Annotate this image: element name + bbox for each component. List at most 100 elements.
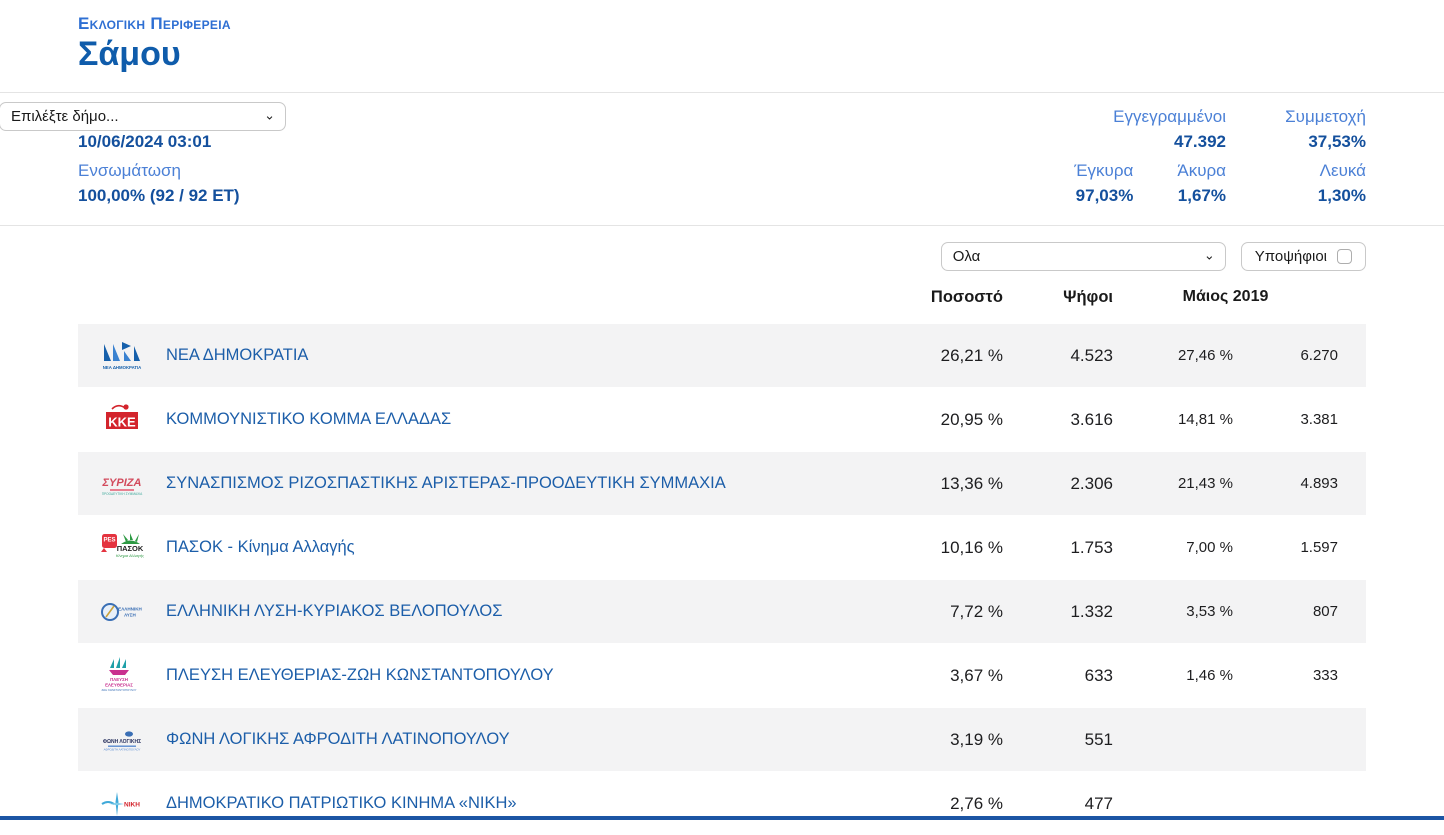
valid-value: 97,03% [1075, 186, 1134, 205]
invalid-label: Άκυρα [1177, 161, 1226, 180]
table-row-nea-dimokratia[interactable]: ΝΕΑ ΔΗΜΟΚΡΑΤΙΑ ΝΕΑ ΔΗΜΟΚΡΑΤΙΑ 26,21 % 4.… [78, 324, 1366, 387]
results-table: Ποσοστό Ψήφοι Μάιος 2019 ΝΕΑ ΔΗΜΟΚΡΑΤΙΑ … [78, 271, 1366, 835]
plefsi-eleftherias-logo-icon: ΠΛΕΥΣΗ ΕΛΕΥΘΕΡΙΑΣ ΖΩΗ ΚΩΝΣΤΑΝΤΟΠΟΥΛΟΥ [78, 654, 166, 698]
party-prev-percent: 1,46 % [1186, 667, 1233, 684]
results-filter-select[interactable]: Ολα [940, 242, 1226, 271]
party-name[interactable]: ΔΗΜΟΚΡΑΤΙΚΟ ΠΑΤΡΙΩΤΙΚΟ ΚΙΝΗΜΑ «ΝΙΚΗ» [166, 794, 517, 812]
participation-value: 37,53% [1308, 132, 1366, 151]
results-controls: Ολα ⌄ Υποψήφιοι [78, 242, 1366, 271]
svg-text:ΕΛΕΥΘΕΡΙΑΣ: ΕΛΕΥΘΕΡΙΑΣ [105, 682, 133, 687]
party-votes: 4.523 [1070, 345, 1113, 365]
party-prev-votes: 4.893 [1300, 475, 1338, 492]
svg-text:ΦΩΝΗ ΛΟΓΙΚΗΣ: ΦΩΝΗ ΛΟΓΙΚΗΣ [103, 739, 141, 745]
party-prev-percent: 21,43 % [1177, 475, 1233, 492]
svg-text:ΠΡΟΟΔΕΥΤΙΚΗ ΣΥΜΜΑΧΙΑ: ΠΡΟΟΔΕΥΤΙΚΗ ΣΥΜΜΑΧΙΑ [102, 492, 143, 496]
svg-text:ΣΥΡΙΖΑ: ΣΥΡΙΖΑ [102, 477, 142, 489]
party-percent: 3,19 % [950, 729, 1003, 749]
svg-text:ΑΦΡΟΔΙΤΗ ΛΑΤΙΝΟΠΟΥΛΟΥ: ΑΦΡΟΔΙΤΗ ΛΑΤΙΝΟΠΟΥΛΟΥ [104, 747, 141, 751]
candidates-checkbox[interactable] [1337, 249, 1352, 264]
table-row-syriza[interactable]: ΣΥΡΙΖΑ ΠΡΟΟΔΕΥΤΙΚΗ ΣΥΜΜΑΧΙΑ ΣΥΝΑΣΠΙΣΜΟΣ … [78, 452, 1366, 515]
svg-text:ΖΩΗ ΚΩΝΣΤΑΝΤΟΠΟΥΛΟΥ: ΖΩΗ ΚΩΝΣΤΑΝΤΟΠΟΥΛΟΥ [101, 688, 136, 692]
invalid-value: 1,67% [1177, 186, 1226, 205]
column-votes: Ψήφοι [1063, 287, 1113, 306]
integration-label: Ενσωμάτωση [78, 161, 181, 180]
party-votes: 633 [1084, 665, 1113, 685]
party-prev-votes: 6.270 [1300, 347, 1338, 364]
party-percent: 20,95 % [940, 409, 1003, 429]
svg-text:ΝΕΑ ΔΗΜΟΚΡΑΤΙΑ: ΝΕΑ ΔΗΜΟΚΡΑΤΙΑ [103, 365, 142, 370]
stats-right: Εγγεγραμμένοι 47.392 Συμμετοχή 37,53% Έγ… [1074, 107, 1366, 207]
municipality-select[interactable]: Επιλέξτε δήμο... [0, 102, 286, 131]
bottom-section-edge [0, 816, 1444, 820]
party-prev-votes: 333 [1312, 667, 1338, 684]
party-votes: 477 [1084, 793, 1113, 813]
integration-value: 100,00% (92 / 92 ΕΤ) [78, 186, 240, 205]
municipality-select-wrap: Επιλέξτε δήμο... ⌄ [0, 102, 286, 131]
party-prev-percent: 7,00 % [1186, 539, 1233, 556]
party-votes: 3.616 [1070, 409, 1113, 429]
party-name[interactable]: ΣΥΝΑΣΠΙΣΜΟΣ ΡΙΖΟΣΠΑΣΤΙΚΗΣ ΑΡΙΣΤΕΡΑΣ-ΠΡΟΟ… [166, 474, 726, 492]
column-percent: Ποσοστό [930, 287, 1003, 306]
candidates-toggle-label: Υποψήφιοι [1254, 248, 1327, 265]
party-prev-percent: 3,53 % [1186, 603, 1233, 620]
party-percent: 26,21 % [940, 345, 1003, 365]
party-percent: 3,67 % [950, 665, 1003, 685]
party-name[interactable]: ΕΛΛΗΝΙΚΗ ΛΥΣΗ-ΚΥΡΙΑΚΟΣ ΒΕΛΟΠΟΥΛΟΣ [166, 602, 503, 620]
registered-value: 47.392 [1174, 132, 1226, 151]
party-votes: 2.306 [1070, 473, 1113, 493]
svg-text:Κίνημα Αλλαγής: Κίνημα Αλλαγής [116, 553, 144, 558]
svg-text:ΛΥΣΗ: ΛΥΣΗ [124, 612, 136, 617]
svg-text:ΠΛΕΥΣΗ: ΠΛΕΥΣΗ [110, 677, 128, 682]
niki-logo-icon: ΝΙΚΗ [78, 784, 166, 824]
party-percent: 7,72 % [950, 601, 1003, 621]
page-title: Σάμου [78, 35, 181, 73]
column-previous: Μάιος 2019 [1182, 288, 1269, 305]
results-table-header: Ποσοστό Ψήφοι Μάιος 2019 [78, 271, 1366, 323]
blank-value: 1,30% [1317, 186, 1366, 205]
pasok-logo-icon: PES ΠΑΣΟΚ Κίνημα Αλλαγής [78, 526, 166, 570]
table-row-plefsi-eleftherias[interactable]: ΠΛΕΥΣΗ ΕΛΕΥΘΕΡΙΑΣ ΖΩΗ ΚΩΝΣΤΑΝΤΟΠΟΥΛΟΥ ΠΛ… [78, 644, 1366, 707]
table-row-niki[interactable]: ΝΙΚΗ ΔΗΜΟΚΡΑΤΙΚΟ ΠΑΤΡΙΩΤΙΚΟ ΚΙΝΗΜΑ «ΝΙΚΗ… [78, 772, 1366, 835]
valid-label: Έγκυρα [1074, 161, 1134, 180]
party-percent: 10,16 % [940, 537, 1003, 557]
registered-label: Εγγεγραμμένοι [1113, 107, 1226, 126]
party-name[interactable]: ΦΩΝΗ ΛΟΓΙΚΗΣ ΑΦΡΟΔΙΤΗ ΛΑΤΙΝΟΠΟΥΛΟΥ [166, 730, 510, 748]
nd-logo-icon: ΝΕΑ ΔΗΜΟΚΡΑΤΙΑ [78, 336, 166, 376]
region-type-label: Εκλογική Περιφέρεια [78, 14, 231, 33]
party-name[interactable]: ΠΛΕΥΣΗ ΕΛΕΥΘΕΡΙΑΣ-ΖΩΗ ΚΩΝΣΤΑΝΤΟΠΟΥΛΟΥ [166, 666, 554, 684]
party-prev-percent: 27,46 % [1177, 347, 1233, 364]
syriza-logo-icon: ΣΥΡΙΖΑ ΠΡΟΟΔΕΥΤΙΚΗ ΣΥΜΜΑΧΙΑ [78, 464, 166, 504]
candidates-toggle-button[interactable]: Υποψήφιοι [1240, 242, 1366, 271]
party-percent: 2,76 % [950, 793, 1003, 813]
party-prev-percent: 14,81 % [1177, 411, 1233, 428]
table-row-elliniki-lysi[interactable]: ΕΛΛΗΝΙΚΗ ΛΥΣΗ ΕΛΛΗΝΙΚΗ ΛΥΣΗ-ΚΥΡΙΑΚΟΣ ΒΕΛ… [78, 580, 1366, 643]
party-votes: 551 [1084, 729, 1113, 749]
party-votes: 1.753 [1070, 537, 1113, 557]
page-header: Εκλογική Περιφέρεια Σάμου Επιλέξτε δήμο.… [0, 0, 1444, 131]
svg-text:ΚΚΕ: ΚΚΕ [108, 414, 136, 429]
participation-label: Συμμετοχή [1285, 107, 1366, 126]
party-percent: 13,36 % [940, 473, 1003, 493]
blank-label: Λευκά [1319, 161, 1366, 180]
kke-logo-icon: ΚΚΕ [78, 400, 166, 440]
last-update-value: 10/06/2024 03:01 [78, 132, 212, 151]
stats-bar: Τελευταία ενημέρωση 10/06/2024 03:01 Ενσ… [0, 93, 1444, 226]
filter-select-wrap: Ολα ⌄ [940, 242, 1226, 271]
party-name[interactable]: ΠΑΣΟΚ - Κίνημα Αλλαγής [166, 538, 355, 556]
svg-text:ΠΑΣΟΚ: ΠΑΣΟΚ [117, 544, 144, 553]
svg-text:PES: PES [103, 537, 115, 543]
table-row-kke[interactable]: ΚΚΕ ΚΟΜΜΟΥΝΙΣΤΙΚΟ ΚΟΜΜΑ ΕΛΛΑΔΑΣ 20,95 % … [78, 388, 1366, 451]
party-name[interactable]: ΝΕΑ ΔΗΜΟΚΡΑΤΙΑ [166, 346, 309, 364]
party-votes: 1.332 [1070, 601, 1113, 621]
table-row-pasok[interactable]: PES ΠΑΣΟΚ Κίνημα Αλλαγής ΠΑΣΟΚ - Κίνημα … [78, 516, 1366, 579]
table-row-foni-logikis[interactable]: ΦΩΝΗ ΛΟΓΙΚΗΣ ΑΦΡΟΔΙΤΗ ΛΑΤΙΝΟΠΟΥΛΟΥ ΦΩΝΗ … [78, 708, 1366, 771]
svg-text:ΕΛΛΗΝΙΚΗ: ΕΛΛΗΝΙΚΗ [118, 606, 142, 611]
party-name[interactable]: ΚΟΜΜΟΥΝΙΣΤΙΚΟ ΚΟΜΜΑ ΕΛΛΑΔΑΣ [166, 410, 452, 428]
party-prev-votes: 807 [1312, 603, 1338, 620]
foni-logikis-logo-icon: ΦΩΝΗ ΛΟΓΙΚΗΣ ΑΦΡΟΔΙΤΗ ΛΑΤΙΝΟΠΟΥΛΟΥ [78, 720, 166, 760]
svg-text:ΝΙΚΗ: ΝΙΚΗ [124, 801, 140, 808]
party-prev-votes: 1.597 [1300, 539, 1338, 556]
party-prev-votes: 3.381 [1300, 411, 1338, 428]
elliniki-lysi-logo-icon: ΕΛΛΗΝΙΚΗ ΛΥΣΗ [78, 592, 166, 632]
